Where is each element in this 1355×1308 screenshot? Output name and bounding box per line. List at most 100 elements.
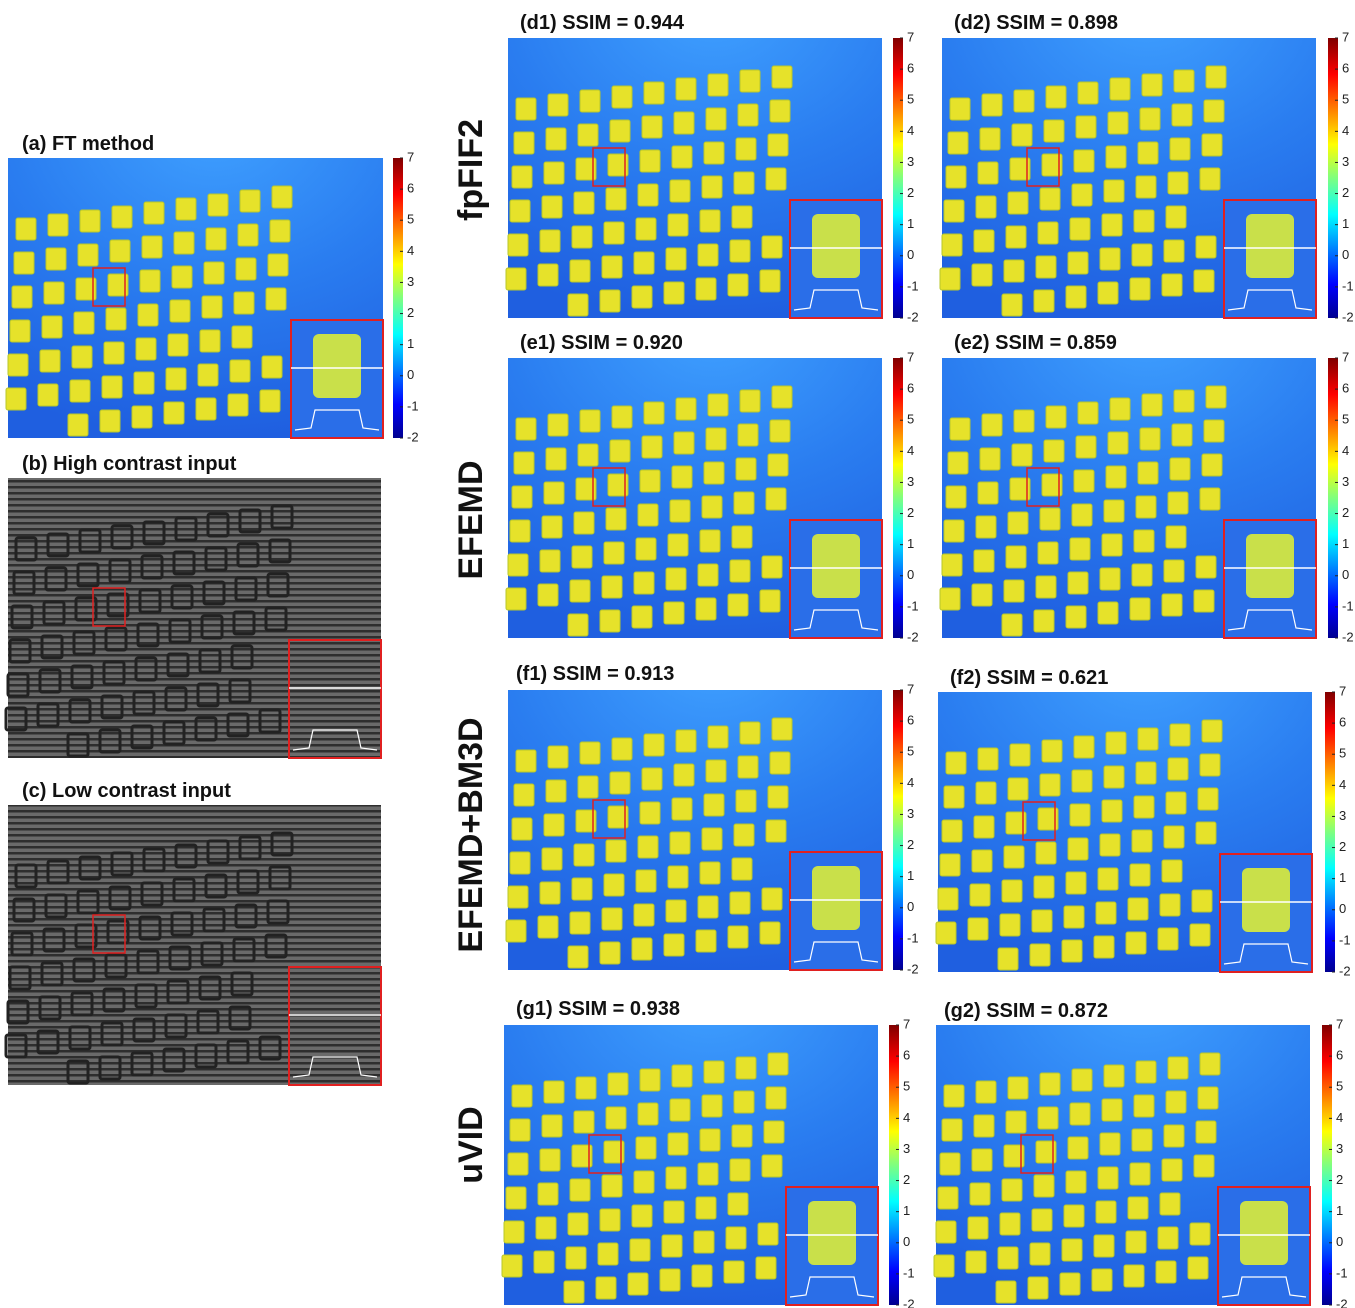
pattern-square xyxy=(1160,1193,1180,1215)
pattern-square xyxy=(1104,180,1124,202)
pattern-square xyxy=(632,286,652,308)
colorbar-tick-label: 4 xyxy=(1342,443,1349,458)
pattern-square xyxy=(974,1115,994,1137)
colorbar-tick-label: 6 xyxy=(907,381,914,396)
pattern-square xyxy=(1134,530,1154,552)
pattern-square xyxy=(538,1183,558,1205)
pattern-square xyxy=(702,828,722,850)
pattern-square xyxy=(668,1133,688,1155)
pattern-square xyxy=(570,260,590,282)
pattern-square xyxy=(512,818,532,840)
pattern-square xyxy=(1006,226,1026,248)
pattern-square xyxy=(674,432,694,454)
colorbar-tick-label: 1 xyxy=(907,216,914,231)
pattern-square xyxy=(1128,898,1148,920)
pattern-square xyxy=(1162,274,1182,296)
pattern-square xyxy=(204,262,224,284)
colorbar xyxy=(1322,1025,1332,1305)
pattern-square xyxy=(580,90,600,112)
colorbar-tick-label: -1 xyxy=(1336,1265,1348,1280)
inset-square xyxy=(313,334,361,398)
pattern-square xyxy=(544,482,564,504)
pattern-square xyxy=(768,454,788,476)
pattern-square xyxy=(1136,176,1156,198)
pattern-square xyxy=(1164,826,1184,848)
pattern-square xyxy=(636,870,656,892)
pattern-square xyxy=(666,900,686,922)
pattern-square xyxy=(106,308,126,330)
pattern-square xyxy=(1202,134,1222,156)
pattern-square xyxy=(672,466,692,488)
pattern-square xyxy=(676,730,696,752)
colorbar-tick-label: 1 xyxy=(907,536,914,551)
pattern-square xyxy=(1028,1277,1048,1299)
pattern-square xyxy=(708,394,728,416)
pattern-square xyxy=(166,368,186,390)
pattern-square xyxy=(1094,936,1114,958)
pattern-square xyxy=(666,568,686,590)
pattern-square xyxy=(1168,172,1188,194)
pattern-square xyxy=(546,448,566,470)
colorbar-tick-label: 1 xyxy=(1339,870,1346,885)
pattern-square xyxy=(606,508,626,530)
pattern-square xyxy=(42,316,62,338)
pattern-square xyxy=(516,750,536,772)
pattern-square xyxy=(760,270,780,292)
pattern-square xyxy=(574,1111,594,1133)
pattern-square xyxy=(1046,406,1066,428)
pattern-square xyxy=(1132,564,1152,586)
pattern-square xyxy=(974,230,994,252)
pattern-square xyxy=(1108,112,1128,134)
pattern-square xyxy=(604,222,624,244)
pattern-square xyxy=(1006,1111,1026,1133)
pattern-square xyxy=(730,240,750,262)
colorbar-tick-label: 7 xyxy=(907,29,914,44)
colorbar-tick-label: 5 xyxy=(907,92,914,107)
pattern-square xyxy=(172,266,192,288)
pattern-square xyxy=(1174,70,1194,92)
inset xyxy=(289,967,381,1085)
pattern-square xyxy=(1008,778,1028,800)
pattern-square xyxy=(1000,1213,1020,1235)
pattern-square xyxy=(572,878,592,900)
colorbar-tick-label: 4 xyxy=(903,1110,910,1125)
pattern-square xyxy=(1006,546,1026,568)
pattern-square xyxy=(1196,1121,1216,1143)
pattern-square xyxy=(1110,78,1130,100)
pattern-square xyxy=(738,104,758,126)
pattern-square xyxy=(642,116,662,138)
pattern-square xyxy=(1102,214,1122,236)
pattern-square xyxy=(542,196,562,218)
pattern-square xyxy=(1098,602,1118,624)
pattern-square xyxy=(1158,928,1178,950)
pattern-square xyxy=(578,444,598,466)
colorbar-tick-label: -2 xyxy=(1336,1296,1348,1308)
pattern-square xyxy=(604,874,624,896)
colorbar-tick-label: -2 xyxy=(907,961,919,976)
pattern-square xyxy=(514,452,534,474)
pattern-square xyxy=(634,904,654,926)
colorbar-tick-label: 5 xyxy=(907,744,914,759)
pattern-square xyxy=(740,722,760,744)
pattern-square xyxy=(1130,598,1150,620)
pattern-square xyxy=(1002,614,1022,636)
pattern-square xyxy=(936,1221,956,1243)
pattern-square xyxy=(1172,104,1192,126)
pattern-square xyxy=(1068,838,1088,860)
panel-title: (f1) SSIM = 0.913 xyxy=(516,663,674,685)
row-label: EFEMD+BM3D xyxy=(452,717,490,952)
colorbar-tick-label: 5 xyxy=(407,212,414,227)
pattern-square xyxy=(262,356,282,378)
pattern-square xyxy=(196,398,216,420)
pattern-square xyxy=(736,138,756,160)
pattern-square xyxy=(1014,90,1034,112)
pattern-square xyxy=(940,588,960,610)
pattern-square xyxy=(628,1273,648,1295)
pattern-square xyxy=(670,1099,690,1121)
pattern-square xyxy=(630,1239,650,1261)
pattern-square xyxy=(732,526,752,548)
pattern-square xyxy=(1162,1159,1182,1181)
pattern-square xyxy=(704,1061,724,1083)
row-label: EFEMD xyxy=(452,461,490,580)
pattern-square xyxy=(574,844,594,866)
